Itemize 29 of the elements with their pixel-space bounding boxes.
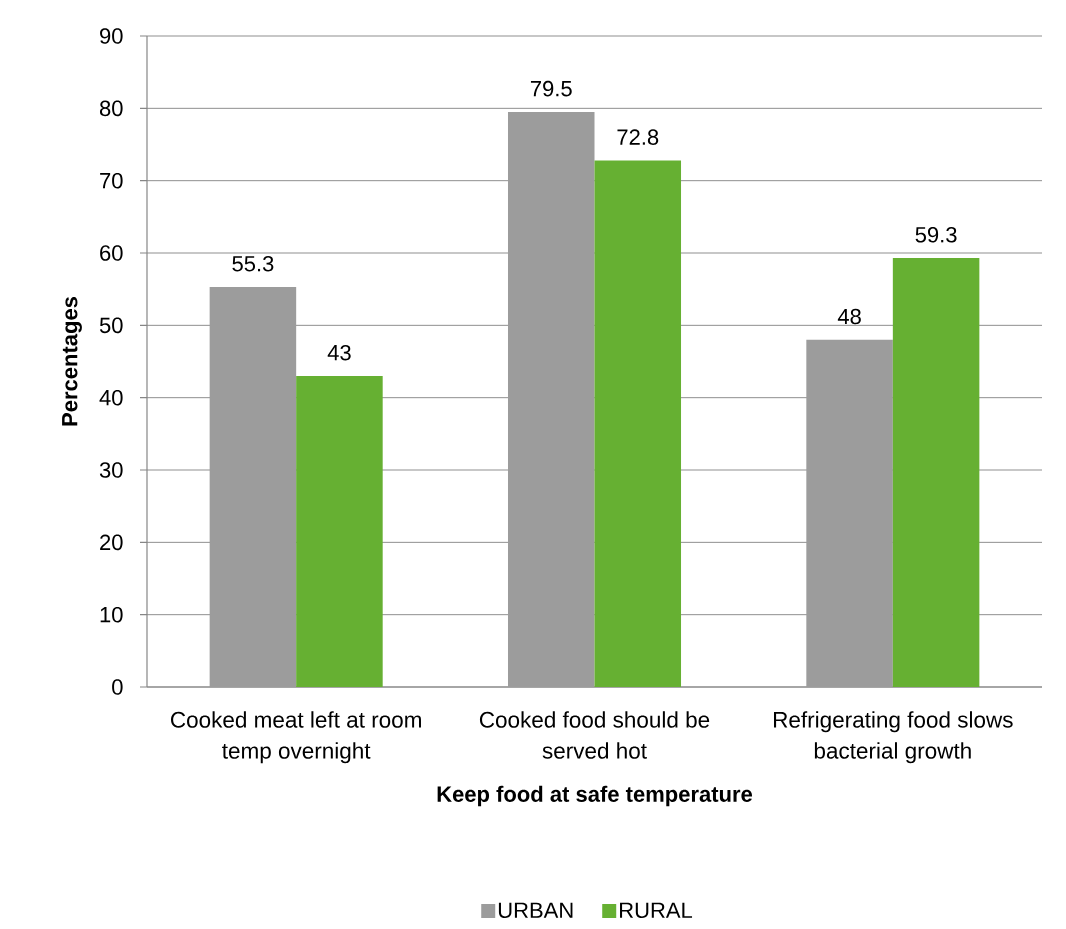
y-axis-title: Percentages <box>62 297 82 426</box>
y-tick-label: 80 <box>99 100 123 117</box>
bar <box>594 160 682 688</box>
legend-label: URBAN <box>498 902 573 919</box>
y-tick-label: 0 <box>112 679 123 695</box>
data-label: 59.3 <box>915 226 957 243</box>
data-label: 43 <box>327 344 351 361</box>
y-tick-label: 60 <box>100 245 123 261</box>
y-tick-label: 70 <box>100 172 123 189</box>
bar <box>209 287 297 688</box>
data-label: 72.8 <box>617 129 659 145</box>
y-tick-label: 20 <box>100 534 123 551</box>
y-tick-label: 30 <box>99 462 123 478</box>
data-label: 55.3 <box>232 255 274 272</box>
y-tick-label: 40 <box>99 389 123 406</box>
x-tick-label: Cooked meat left at room temp overnight <box>171 711 421 764</box>
legend-label: RURAL <box>620 902 693 919</box>
y-tick-label: 10 <box>100 606 123 623</box>
bar <box>296 375 383 688</box>
data-label: 48 <box>837 308 861 325</box>
bar <box>507 111 595 688</box>
x-tick-label: Cooked food should be served hot <box>479 711 710 759</box>
data-label: 79.5 <box>530 80 572 97</box>
x-tick-label: Refrigerating food slows bacterial growth <box>774 711 1013 764</box>
bar <box>892 258 980 688</box>
y-tick-label: 90 <box>100 28 123 44</box>
y-tick-label: 50 <box>99 317 123 334</box>
x-axis-title: Keep food at safe temperature <box>437 785 753 807</box>
bar <box>806 339 893 688</box>
